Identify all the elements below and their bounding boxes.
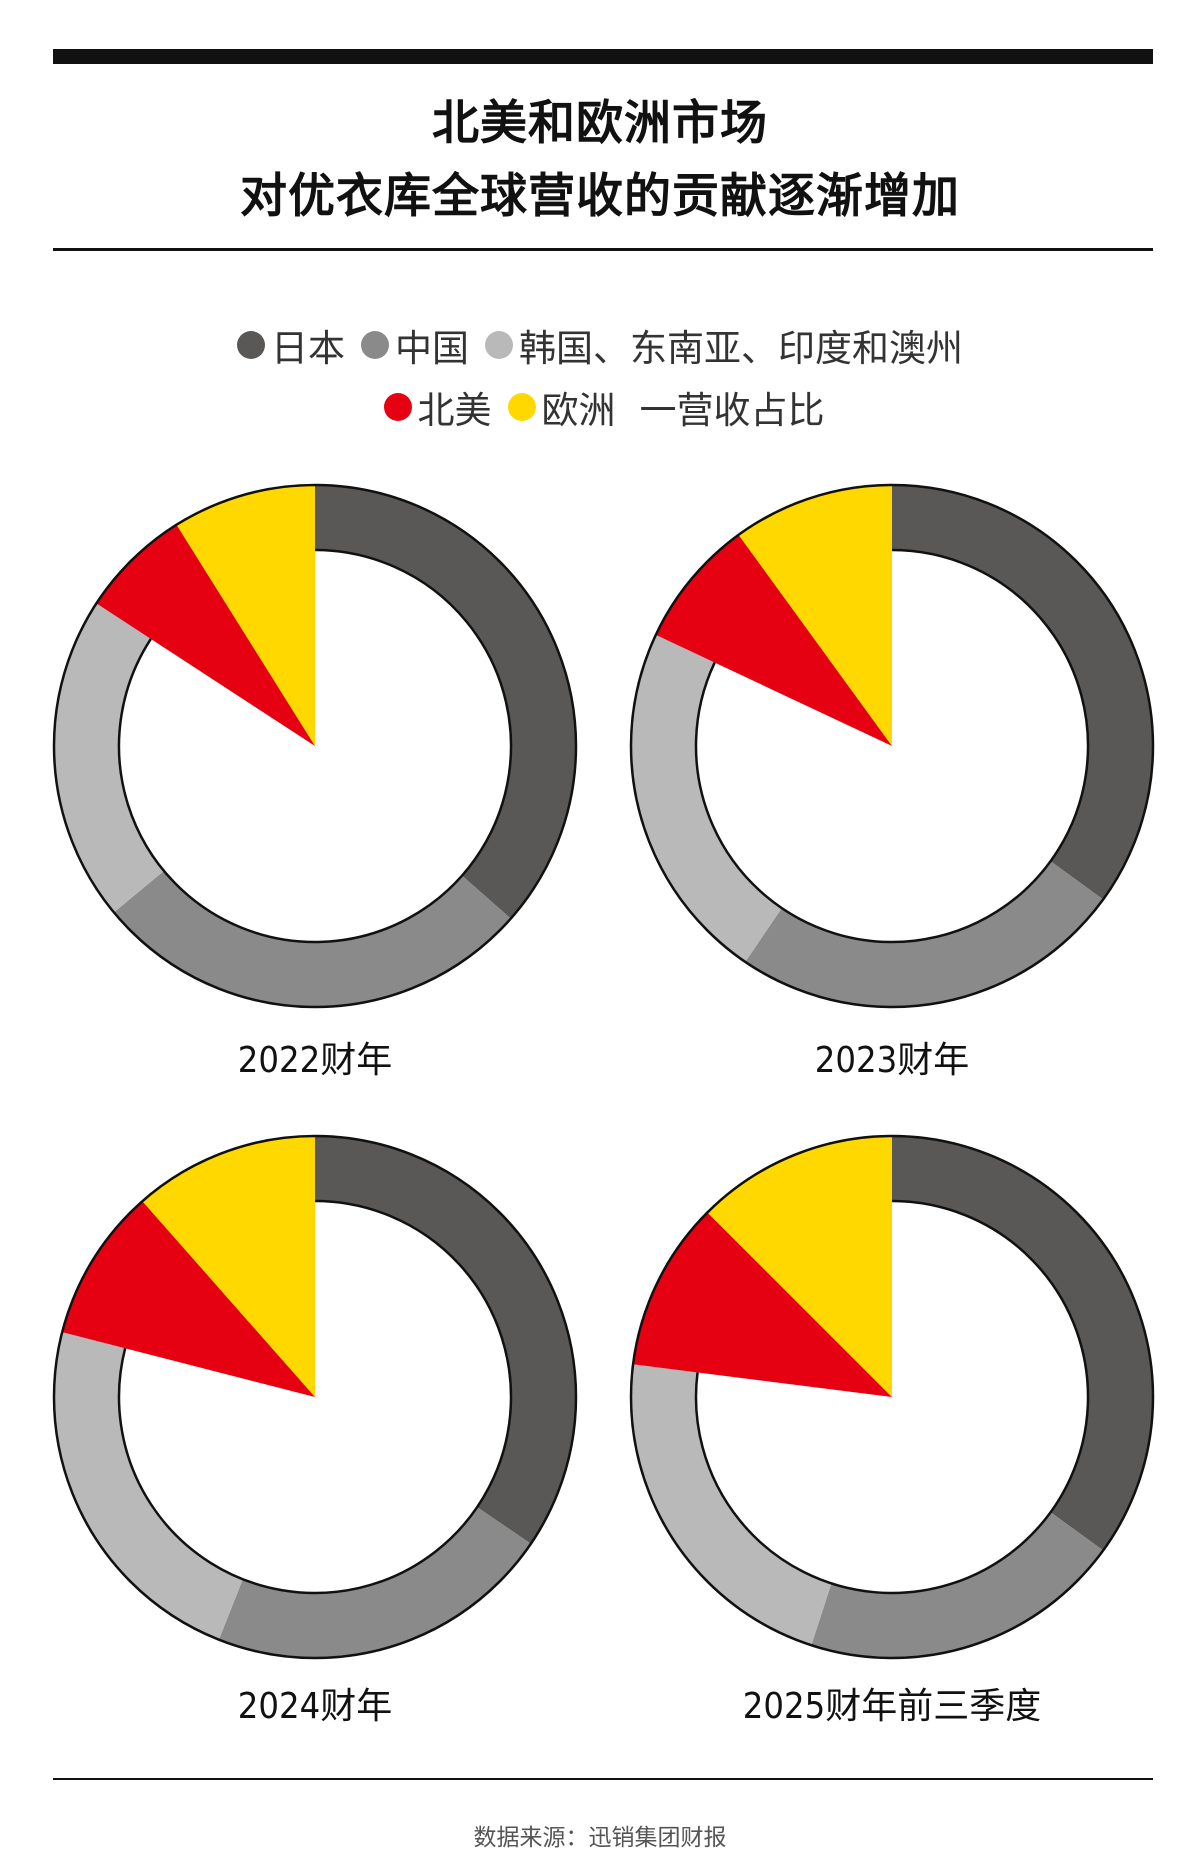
legend-row-1: 日本 中国 韩国、东南亚、印度和澳州 bbox=[0, 318, 1200, 372]
legend-label-europe: 欧洲 bbox=[541, 389, 616, 432]
chart-4-slice-europe bbox=[707, 1136, 892, 1397]
chart-title-line-1: 北美和欧洲市场 bbox=[432, 96, 768, 151]
chart-1-inner-outline bbox=[117, 548, 513, 944]
top-rule bbox=[53, 49, 1153, 64]
chart-1-slice-north-america bbox=[96, 524, 315, 746]
chart-4-inner-outline bbox=[694, 1199, 1090, 1595]
chart-4-slice-japan bbox=[892, 1136, 1153, 1551]
chart-2-label: 2023财年 bbox=[815, 1040, 969, 1081]
chart-3-slice-japan bbox=[315, 1136, 576, 1544]
chart-3-outer-outline bbox=[52, 1134, 578, 1660]
legend-item-china: 中国 bbox=[361, 318, 469, 372]
chart-2-slice-europe bbox=[738, 485, 892, 746]
chart-1-label: 2022财年 bbox=[238, 1040, 392, 1081]
chart-2-slice-japan bbox=[892, 485, 1153, 900]
legend-label-asia-pacific: 韩国、东南亚、印度和澳州 bbox=[519, 327, 963, 370]
legend-swatch-europe bbox=[507, 393, 536, 421]
source-note: 数据来源：迅销集团财报 bbox=[473, 1825, 727, 1851]
chart-1-slice-china bbox=[113, 870, 511, 1008]
legend-item-asia-pacific: 韩国、东南亚、印度和澳州 bbox=[485, 318, 963, 372]
chart-1-slice-asia-pacific bbox=[53, 603, 164, 913]
legend-item-europe: 欧洲 bbox=[507, 380, 616, 434]
legend-row-2: 北美 欧洲 一营收占比 bbox=[0, 380, 1200, 434]
chart-3-inner-outline bbox=[117, 1199, 513, 1595]
chart-2-slice-china bbox=[745, 861, 1104, 1007]
chart-2-slice-north-america bbox=[655, 534, 892, 746]
chart-3-slice-europe bbox=[142, 1136, 315, 1397]
chart-3-slice-china bbox=[218, 1507, 531, 1659]
legend-swatch-north-america bbox=[383, 393, 412, 421]
legend-swatch-asia-pacific bbox=[485, 331, 513, 359]
chart-1-slice-japan bbox=[315, 485, 576, 919]
chart-1-outer-outline bbox=[52, 483, 578, 1009]
chart-2-inner-outline bbox=[694, 548, 1090, 944]
chart-3-slice-north-america bbox=[62, 1201, 315, 1397]
chart-1-slice-europe bbox=[176, 485, 315, 746]
chart-4-slice-china bbox=[811, 1512, 1104, 1658]
legend-label-north-america: 北美 bbox=[417, 389, 492, 432]
legend-item-japan: 日本 bbox=[237, 318, 345, 372]
legend-note: 一营收占比 bbox=[639, 389, 825, 432]
footer-rule bbox=[53, 1778, 1153, 1780]
chart-title-line-2: 对优衣库全球营收的贡献逐渐增加 bbox=[240, 169, 960, 224]
legend-item-north-america: 北美 bbox=[383, 380, 492, 434]
chart-4-slice-north-america bbox=[633, 1212, 892, 1397]
chart-3-label: 2024财年 bbox=[238, 1686, 392, 1727]
chart-2-outer-outline bbox=[629, 483, 1155, 1009]
legend-swatch-japan bbox=[237, 331, 265, 359]
chart-4-slice-asia-pacific bbox=[631, 1364, 832, 1646]
title-divider bbox=[53, 248, 1153, 251]
chart-3-slice-asia-pacific bbox=[54, 1332, 243, 1640]
chart-4-label: 2025财年前三季度 bbox=[743, 1686, 1041, 1727]
chart-4-outer-outline bbox=[629, 1134, 1155, 1660]
legend-label-japan: 日本 bbox=[271, 327, 345, 370]
legend-label-china: 中国 bbox=[395, 327, 469, 370]
legend-swatch-china bbox=[361, 331, 389, 359]
